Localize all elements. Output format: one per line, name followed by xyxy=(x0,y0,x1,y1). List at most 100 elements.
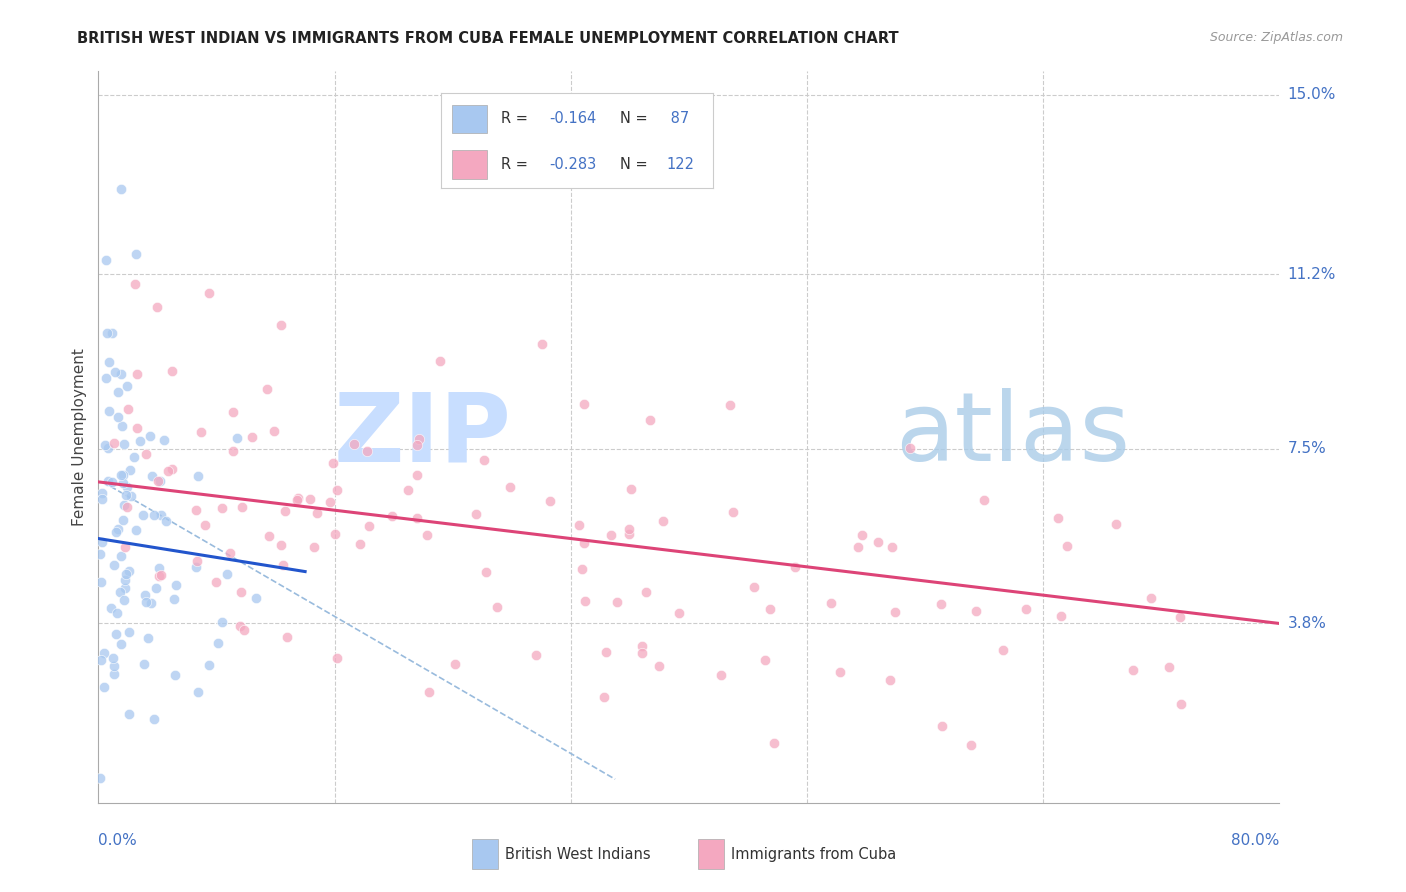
Point xyxy=(617,527,640,541)
Point xyxy=(89,547,111,561)
Point xyxy=(105,627,128,641)
Point xyxy=(851,528,873,542)
Point xyxy=(98,355,121,369)
Point xyxy=(1047,511,1070,525)
Point xyxy=(115,500,138,515)
Point xyxy=(148,569,170,583)
Point xyxy=(326,650,349,665)
Point xyxy=(271,558,294,572)
Point xyxy=(162,591,184,606)
Point xyxy=(129,434,152,448)
Point xyxy=(115,480,138,494)
Point xyxy=(710,668,733,682)
Point xyxy=(135,595,157,609)
Point xyxy=(112,476,135,491)
Point xyxy=(207,636,229,650)
Text: 11.2%: 11.2% xyxy=(1288,267,1336,282)
Point xyxy=(219,546,242,560)
Point xyxy=(204,574,226,589)
Point xyxy=(94,253,117,268)
Point xyxy=(356,443,378,458)
Point xyxy=(91,491,114,506)
Point xyxy=(595,645,617,659)
Point xyxy=(120,489,142,503)
Point xyxy=(148,561,170,575)
Point xyxy=(222,444,245,458)
Point xyxy=(184,503,207,517)
Point xyxy=(134,657,156,672)
Point xyxy=(273,504,295,518)
Point xyxy=(163,668,186,682)
Point xyxy=(115,378,138,392)
Point xyxy=(1170,697,1192,711)
Point xyxy=(94,371,117,385)
Point xyxy=(1105,516,1128,531)
Point xyxy=(145,582,167,596)
Text: BRITISH WEST INDIAN VS IMMIGRANTS FROM CUBA FEMALE UNEMPLOYMENT CORRELATION CHAR: BRITISH WEST INDIAN VS IMMIGRANTS FROM C… xyxy=(77,31,898,46)
Text: ZIP: ZIP xyxy=(333,388,512,481)
Point xyxy=(111,418,134,433)
Point xyxy=(93,680,115,694)
Point xyxy=(198,658,221,673)
Point xyxy=(96,326,118,340)
Text: atlas: atlas xyxy=(896,388,1130,481)
Point xyxy=(122,450,145,465)
Point xyxy=(1168,609,1191,624)
Point xyxy=(718,398,741,412)
Text: Source: ZipAtlas.com: Source: ZipAtlas.com xyxy=(1209,31,1343,45)
Point xyxy=(991,643,1014,657)
Point xyxy=(103,558,125,573)
Point xyxy=(111,513,134,527)
Point xyxy=(524,648,547,662)
Point xyxy=(620,482,643,496)
Point xyxy=(783,559,806,574)
Point xyxy=(107,522,129,536)
Point xyxy=(242,430,264,444)
Point xyxy=(763,736,786,750)
Point xyxy=(187,468,209,483)
Point xyxy=(118,625,141,640)
Point xyxy=(820,596,842,610)
Point xyxy=(638,413,661,427)
Point xyxy=(270,538,292,552)
Point xyxy=(103,667,125,681)
Point xyxy=(89,771,111,785)
Point xyxy=(131,508,153,522)
Point xyxy=(112,468,135,483)
Point xyxy=(143,508,166,522)
Point xyxy=(285,492,308,507)
Point xyxy=(150,508,173,522)
Point xyxy=(107,410,129,425)
Point xyxy=(226,431,249,445)
Point xyxy=(636,584,658,599)
Point xyxy=(114,581,136,595)
Point xyxy=(186,554,208,568)
Point xyxy=(574,594,596,608)
Point xyxy=(229,619,252,633)
Point xyxy=(153,433,176,447)
Point xyxy=(830,665,852,679)
Point xyxy=(319,495,342,509)
Point xyxy=(322,456,344,470)
Point xyxy=(104,365,127,379)
Point xyxy=(1122,663,1144,677)
Point xyxy=(754,653,776,667)
Point xyxy=(110,549,132,563)
Text: 3.8%: 3.8% xyxy=(1288,616,1327,631)
Point xyxy=(127,368,149,382)
Point xyxy=(211,615,233,630)
Point xyxy=(90,534,112,549)
Point xyxy=(115,488,138,502)
Point xyxy=(572,397,595,411)
Point xyxy=(98,404,121,418)
Point xyxy=(474,453,496,467)
Point xyxy=(465,507,488,521)
Point xyxy=(114,573,136,587)
Point xyxy=(631,640,654,654)
Point xyxy=(287,491,309,505)
Point xyxy=(381,509,404,524)
Point xyxy=(474,565,496,579)
Point xyxy=(117,402,139,417)
Point xyxy=(149,474,172,488)
Point xyxy=(146,475,169,489)
